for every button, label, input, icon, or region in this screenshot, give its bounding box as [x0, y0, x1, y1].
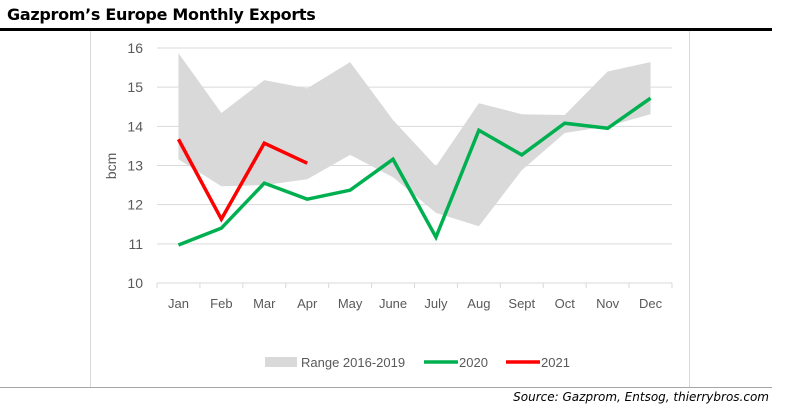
series-line-2021 [176, 138, 308, 223]
x-tick-label: Jan [168, 296, 189, 311]
x-tick-label: Dec [639, 296, 663, 311]
x-tick-label: Mar [253, 296, 276, 311]
y-tick-label: 12 [127, 197, 143, 213]
y-tick-label: 15 [127, 79, 143, 95]
x-tick-label: Aug [467, 296, 490, 311]
chart-title: Gazprom’s Europe Monthly Exports [7, 5, 316, 24]
title-rule [0, 28, 772, 31]
x-axis: Jan Feb Mar Apr May June July Aug Sept Oct Nov Dec [156, 283, 673, 311]
footer-rule [0, 387, 772, 388]
y-axis: 10 11 12 13 14 15 16 [127, 40, 143, 291]
legend-label-2020: 2020 [459, 355, 488, 370]
series-layer [176, 96, 652, 247]
y-tick-label: 10 [127, 275, 143, 291]
x-tick-label: Oct [555, 296, 576, 311]
x-tick-label: July [424, 296, 448, 311]
chart-frame [90, 31, 690, 387]
y-tick-label: 16 [127, 40, 143, 56]
x-tick-label: Sept [508, 296, 535, 311]
y-tick-label: 14 [127, 118, 143, 134]
legend-label-range: Range 2016-2019 [301, 355, 405, 370]
range-area [178, 53, 651, 227]
legend-label-2021: 2021 [541, 355, 570, 370]
y-tick-label: 13 [127, 158, 143, 174]
x-tick-label: Nov [596, 296, 620, 311]
y-tick-label: 11 [128, 236, 143, 252]
series-line-2020 [177, 96, 652, 247]
range-area-layer [178, 53, 651, 227]
x-tick-label: Apr [297, 296, 318, 311]
x-tick-label: June [379, 296, 407, 311]
legend-swatch-range [265, 357, 297, 367]
source-note: Source: Gazprom, Entsog, thierrybros.com [513, 390, 769, 404]
y-axis-label: bcm [103, 153, 119, 179]
x-tick-label: May [338, 296, 363, 311]
legend: Range 2016-2019 2020 2021 [265, 355, 570, 370]
x-tick-label: Feb [210, 296, 232, 311]
